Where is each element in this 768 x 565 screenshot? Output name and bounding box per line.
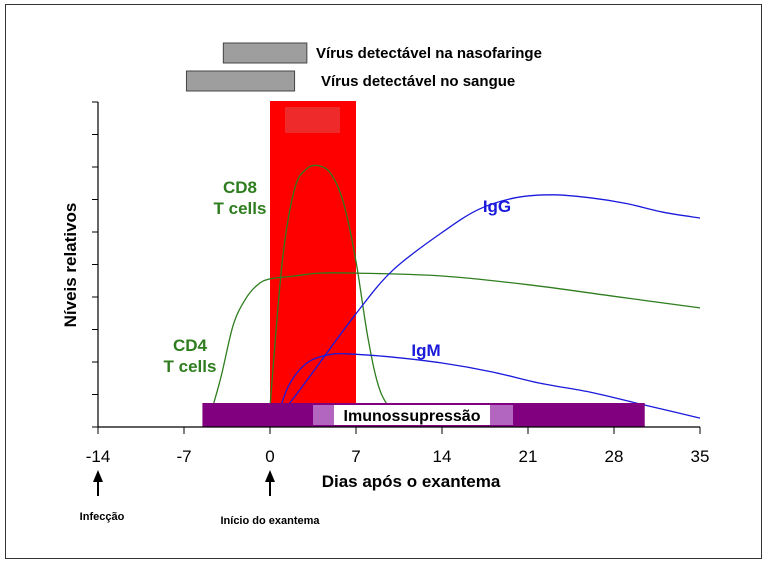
- axes: -14 -7 0 7 14 21 28 35: [86, 101, 710, 466]
- x-tick-label--14: -14: [86, 447, 111, 466]
- series-label-cd4-t-cells-1: T cells: [164, 357, 217, 376]
- event-arrow-head-0: [93, 470, 103, 482]
- event-markers: Infecção Início do exantema: [80, 470, 320, 527]
- event-arrow-head-1: [265, 470, 275, 482]
- x-tick-label--7: -7: [176, 447, 191, 466]
- virus-bar-1: [185, 70, 296, 92]
- highlight-band-inner: [285, 107, 340, 133]
- series-line-igg: [275, 194, 701, 422]
- x-axis-title: Dias após o exantema: [322, 472, 501, 491]
- x-tick-label-21: 21: [519, 447, 538, 466]
- x-tick-label-35: 35: [691, 447, 710, 466]
- series-label-cd8-t-cells-1: T cells: [214, 199, 267, 218]
- series-label-igg-0: IgG: [483, 197, 511, 216]
- highlight-band: [270, 101, 356, 403]
- x-tick-label-14: 14: [433, 447, 452, 466]
- virus-detection-bars: Vírus detectável na nasofaringe Vírus det…: [185, 42, 542, 92]
- series-label-igm-0: IgM: [411, 341, 440, 360]
- virus-bar-label-1: Vírus detectável no sangue: [321, 73, 515, 90]
- x-tick-label-7: 7: [351, 447, 360, 466]
- event-label-0: Infecção: [80, 511, 125, 523]
- series-line-cd8-t-cells: [269, 164, 400, 422]
- immunosuppression-label: Imunossupressão: [344, 408, 481, 425]
- series-label-cd8-t-cells-0: CD8: [223, 178, 257, 197]
- x-tick-label-0: 0: [265, 447, 274, 466]
- y-axis-title: Níveis relativos: [61, 203, 80, 328]
- series-line-cd4-t-cells: [207, 272, 701, 422]
- immunosuppression-label-inner: [334, 405, 490, 425]
- series-labels: CD8 T cells CD4 T cells IgG IgM: [164, 178, 512, 376]
- series-label-cd4-t-cells-0: CD4: [173, 336, 208, 355]
- virus-bar-label-0: Vírus detectável na nasofaringe: [316, 45, 542, 62]
- series-curves: [207, 164, 701, 422]
- virus-bar-0: [222, 42, 308, 64]
- event-label-1: Início do exantema: [220, 515, 320, 527]
- x-tick-label-28: 28: [605, 447, 624, 466]
- figure-frame: [5, 4, 762, 559]
